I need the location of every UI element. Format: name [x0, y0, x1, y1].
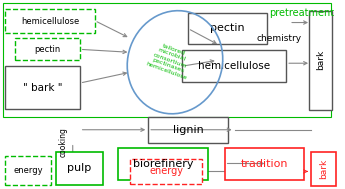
Bar — [5, 66, 80, 109]
Text: tailored
microbial
consortium
pectinases
hemicellulose: tailored microbial consortium pectinases… — [145, 40, 195, 81]
Text: pretreatment: pretreatment — [269, 8, 334, 18]
Text: pectin: pectin — [210, 23, 245, 33]
Bar — [309, 11, 332, 110]
Bar — [182, 50, 286, 82]
Bar — [15, 38, 80, 60]
Text: biorefinery: biorefinery — [133, 159, 193, 169]
Bar — [56, 152, 102, 185]
Text: tradition: tradition — [240, 159, 288, 169]
Bar — [188, 13, 267, 44]
Text: " bark ": " bark " — [23, 83, 62, 93]
Text: pectin: pectin — [34, 45, 61, 54]
Bar — [130, 159, 202, 184]
Text: energy: energy — [13, 166, 43, 175]
Text: pulp: pulp — [67, 163, 91, 174]
Bar — [225, 148, 304, 180]
Text: chemistry: chemistry — [257, 34, 302, 43]
Text: hemicellulose: hemicellulose — [21, 17, 79, 26]
Text: bark: bark — [319, 159, 328, 179]
Bar — [5, 156, 51, 185]
Text: hemicellulose: hemicellulose — [198, 61, 270, 71]
Text: bark: bark — [316, 50, 325, 70]
Bar — [148, 117, 228, 143]
Bar — [5, 9, 95, 33]
Bar — [3, 3, 331, 117]
Text: energy: energy — [149, 167, 183, 176]
Text: cooking: cooking — [58, 127, 67, 157]
Text: lignin: lignin — [172, 125, 203, 135]
Bar — [311, 152, 336, 186]
Bar — [118, 148, 208, 180]
